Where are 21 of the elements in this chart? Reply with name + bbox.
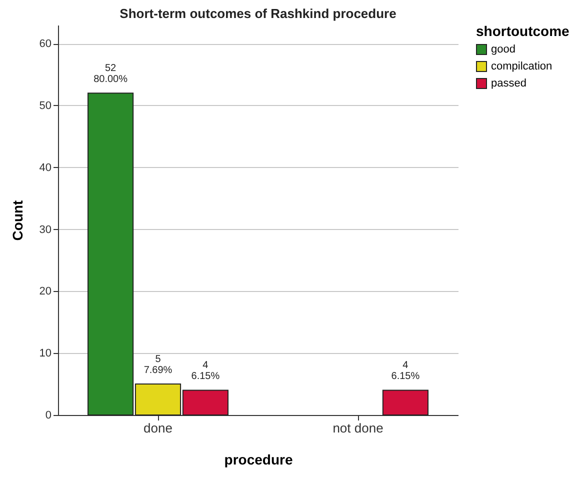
legend-title: shortoutcome — [476, 23, 570, 39]
y-axis-title: Count — [9, 200, 26, 241]
data-label: 4 6.15% — [391, 360, 420, 382]
y-tick-label: 50 — [39, 100, 52, 112]
chart-title: Short-term outcomes of Rashkind procedure — [120, 6, 396, 21]
bar — [382, 390, 428, 416]
legend-label: passed — [491, 78, 526, 90]
y-tick-label: 60 — [39, 38, 52, 50]
legend-label: compilcation — [491, 60, 552, 72]
y-tick-label: 0 — [45, 410, 52, 422]
x-tick-label: done — [144, 420, 172, 436]
data-label: 52 80.00% — [94, 63, 128, 86]
y-tick-label: 40 — [39, 162, 52, 174]
y-tick-label: 20 — [39, 286, 52, 298]
data-label: 5 7.69% — [144, 354, 172, 376]
y-tick-label: 10 — [39, 348, 52, 360]
legend-label: good — [491, 44, 516, 56]
x-axis-title: procedure — [224, 452, 293, 468]
x-tick-label: not done — [332, 420, 384, 436]
data-label: 4 6.15% — [191, 360, 220, 382]
y-tick-label: 30 — [39, 224, 52, 236]
